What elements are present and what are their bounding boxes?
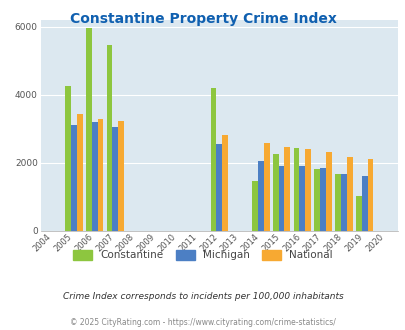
Legend: Constantine, Michigan, National: Constantine, Michigan, National [73,250,332,260]
Bar [272,154,278,231]
Bar [334,174,340,231]
Bar [216,144,222,231]
Bar [97,118,103,231]
Bar [367,159,373,231]
Bar [340,175,346,231]
Bar [257,161,263,231]
Bar [222,135,227,231]
Bar [293,148,298,231]
Bar [278,166,284,231]
Bar [298,166,305,231]
Bar [325,151,331,231]
Bar [118,121,124,231]
Text: Crime Index corresponds to incidents per 100,000 inhabitants: Crime Index corresponds to incidents per… [62,292,343,301]
Bar [346,157,352,231]
Text: Constantine Property Crime Index: Constantine Property Crime Index [69,12,336,25]
Bar [210,88,216,231]
Bar [320,168,325,231]
Bar [65,86,71,231]
Bar [107,45,112,231]
Bar [355,196,361,231]
Bar [305,148,310,231]
Bar [284,147,290,231]
Bar [77,115,82,231]
Text: © 2025 CityRating.com - https://www.cityrating.com/crime-statistics/: © 2025 CityRating.com - https://www.city… [70,318,335,327]
Bar [92,122,97,231]
Bar [71,125,77,231]
Bar [86,28,92,231]
Bar [263,143,269,231]
Bar [313,169,320,231]
Bar [361,177,367,231]
Bar [252,181,257,231]
Bar [112,127,118,231]
